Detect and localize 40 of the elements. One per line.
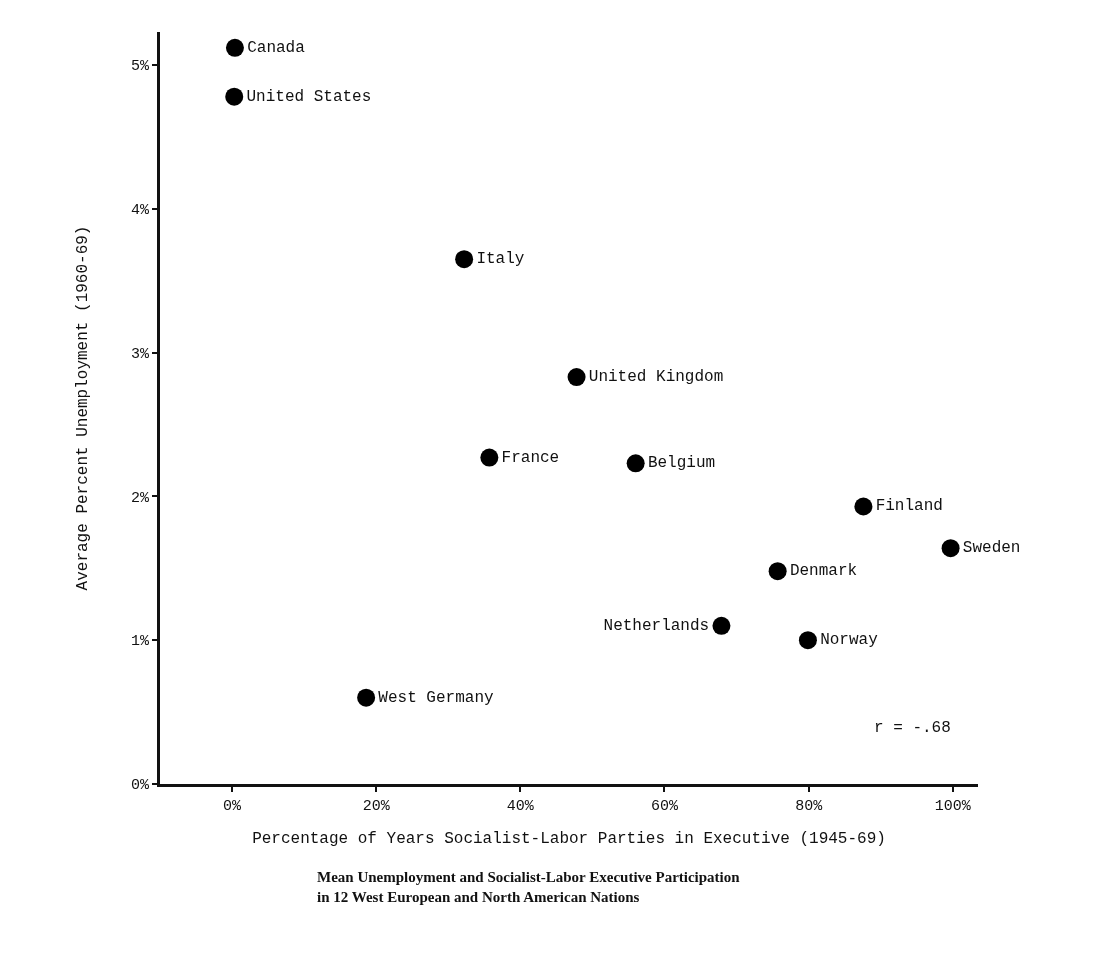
series-label: Sweden <box>962 539 1021 558</box>
annotation: r = -.68 <box>874 719 951 737</box>
series-label: Belgium <box>647 454 716 473</box>
y-tick-label: 1% <box>130 633 150 651</box>
point <box>455 250 474 269</box>
x-tick-label: 80% <box>795 798 824 815</box>
y-tick-label: 0% <box>130 777 150 795</box>
point <box>941 539 960 558</box>
text: Mean Unemployment and Socialist-Labor Executive Participation in 12 West European and North American Nations <box>317 869 741 905</box>
y-tick-label: 4% <box>130 202 150 220</box>
series-label: Finland <box>875 497 943 516</box>
point <box>567 368 586 387</box>
y-tick-label: 2% <box>130 489 150 507</box>
point <box>225 38 244 57</box>
point <box>480 448 499 467</box>
point <box>768 562 787 581</box>
y-tick-label: 3% <box>130 345 150 363</box>
x-tick-label: 100% <box>934 798 972 815</box>
series-label: France <box>501 448 560 467</box>
x-tick-label: 20% <box>362 798 391 815</box>
series-label: Denmark <box>789 562 858 581</box>
series-label: United Kingdom <box>588 368 724 387</box>
point <box>626 454 645 473</box>
point <box>854 497 873 516</box>
series-label: Italy <box>476 250 525 269</box>
point <box>712 616 731 635</box>
x-tick-label: 0% <box>223 798 243 815</box>
series-label: West Germany <box>378 688 494 707</box>
series-label: Canada <box>247 38 306 57</box>
series-label: Netherlands <box>603 616 710 635</box>
y-tick-label: 5% <box>130 58 150 76</box>
point <box>225 87 244 106</box>
y-axis-title: Average Percent Unemployment (1960-69) <box>73 225 92 591</box>
x-tick-label: 60% <box>650 798 679 815</box>
point <box>357 688 376 707</box>
series-label: Norway <box>820 631 879 650</box>
series-label: United States <box>246 87 372 106</box>
point <box>798 631 817 650</box>
x-axis-title: Percentage of Years Socialist-Labor Parties in Executive (1945-69) <box>252 829 886 848</box>
x-tick-label: 40% <box>506 798 535 815</box>
